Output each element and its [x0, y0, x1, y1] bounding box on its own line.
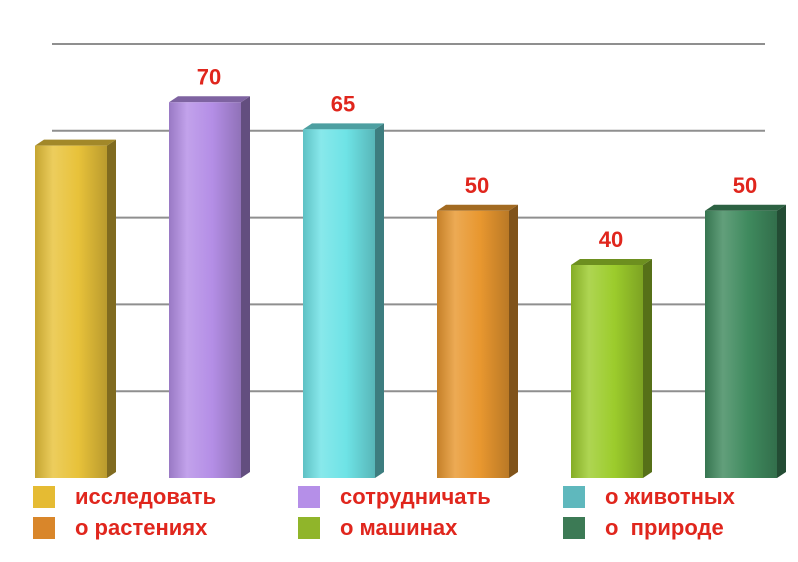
bar-chart: 70 65 50 40 50 — [35, 43, 786, 478]
legend-swatch-6 — [563, 517, 585, 539]
legend-swatch-5 — [298, 517, 320, 539]
bar-front — [437, 210, 509, 478]
bar-top — [705, 204, 786, 211]
data-label-2: 70 — [197, 64, 221, 89]
legend-label-3: о животных — [605, 484, 735, 509]
legend-swatch-4 — [33, 517, 55, 539]
data-label-4: 50 — [465, 173, 489, 198]
bar-1 — [35, 139, 116, 478]
bar-front — [303, 129, 375, 478]
legend-item-2: сотрудничать — [298, 482, 491, 512]
bar-side — [643, 259, 652, 478]
legend-item-4: о растениях — [33, 513, 207, 543]
legend-item-5: о машинах — [298, 513, 457, 543]
legend-label-1: исследовать — [75, 484, 217, 509]
bar-4 — [437, 204, 518, 478]
data-label-5: 40 — [599, 227, 623, 252]
bar-front — [705, 210, 777, 478]
bar-top — [437, 204, 518, 211]
bar-side — [375, 123, 384, 478]
bar-top — [571, 259, 652, 265]
legend-swatch-1 — [33, 486, 55, 508]
data-label-6: 50 — [733, 173, 757, 198]
bar-3 — [303, 123, 384, 478]
bar-top — [35, 139, 116, 146]
bar-top — [303, 123, 384, 130]
data-label-3: 65 — [331, 91, 355, 116]
bar-side — [777, 204, 786, 478]
legend-item-3: о животных — [563, 482, 735, 512]
bar-front — [571, 265, 643, 478]
bar-side — [107, 139, 116, 478]
legend-label-2: сотрудничать — [340, 484, 491, 509]
bar-side — [241, 96, 250, 478]
legend-item-1: исследовать — [33, 482, 216, 512]
bar-front — [35, 145, 107, 478]
bar-2 — [169, 96, 250, 478]
legend-label-6: о природе — [605, 515, 724, 540]
bar-6 — [705, 204, 786, 478]
legend-label-4: о растениях — [75, 515, 208, 540]
bar-top — [169, 96, 250, 103]
bar-5 — [571, 259, 652, 478]
data-labels: 70 65 50 40 50 — [197, 64, 757, 252]
legend-swatch-2 — [298, 486, 320, 508]
bars — [35, 96, 786, 478]
bar-side — [509, 204, 518, 478]
legend-item-6: о природе — [563, 513, 724, 543]
bar-front — [169, 102, 241, 478]
legend: исследовать сотрудничать о животных о ра… — [0, 482, 798, 552]
legend-label-5: о машинах — [340, 515, 458, 540]
legend-swatch-3 — [563, 486, 585, 508]
gridlines — [52, 43, 765, 393]
